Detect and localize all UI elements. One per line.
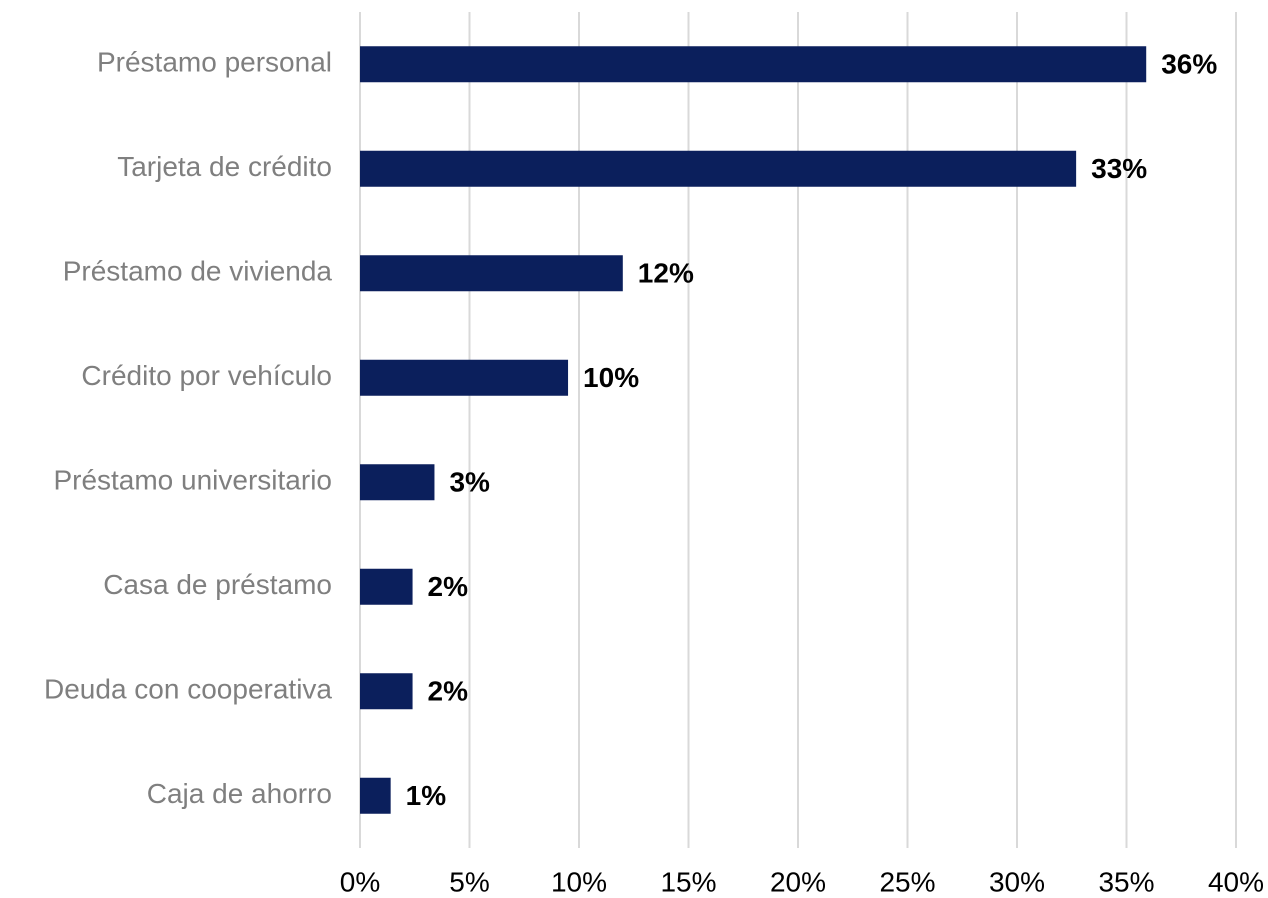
- y-tick-label: Préstamo personal: [97, 47, 332, 78]
- x-tick-label: 40%: [1208, 866, 1264, 897]
- data-label: 10%: [583, 362, 639, 393]
- x-tick-label: 35%: [1098, 866, 1154, 897]
- y-tick-label: Crédito por vehículo: [81, 360, 332, 391]
- x-tick-label: 20%: [770, 866, 826, 897]
- y-tick-label: Casa de préstamo: [103, 569, 332, 600]
- bar: [360, 777, 391, 814]
- x-tick-label: 30%: [989, 866, 1045, 897]
- x-tick-label: 5%: [449, 866, 489, 897]
- data-label: 36%: [1161, 49, 1217, 80]
- y-tick-label: Tarjeta de crédito: [117, 151, 332, 182]
- bar: [360, 46, 1147, 83]
- x-tick-label: 0%: [340, 866, 380, 897]
- bar: [360, 464, 435, 501]
- data-label: 1%: [406, 780, 447, 811]
- y-tick-label: Caja de ahorro: [147, 778, 332, 809]
- y-tick-label: Préstamo de vivienda: [63, 256, 333, 287]
- x-tick-label: 25%: [879, 866, 935, 897]
- bar: [360, 150, 1077, 187]
- data-label: 2%: [428, 571, 469, 602]
- y-tick-label: Préstamo universitario: [53, 465, 332, 496]
- bar: [360, 568, 413, 605]
- bar: [360, 255, 623, 292]
- bar: [360, 359, 569, 396]
- data-label: 2%: [428, 676, 469, 707]
- y-tick-label: Deuda con cooperativa: [44, 674, 332, 705]
- data-label: 33%: [1091, 153, 1147, 184]
- x-tick-label: 10%: [551, 866, 607, 897]
- data-label: 3%: [449, 467, 490, 498]
- data-label: 12%: [638, 258, 694, 289]
- bar: [360, 673, 413, 710]
- x-tick-label: 15%: [660, 866, 716, 897]
